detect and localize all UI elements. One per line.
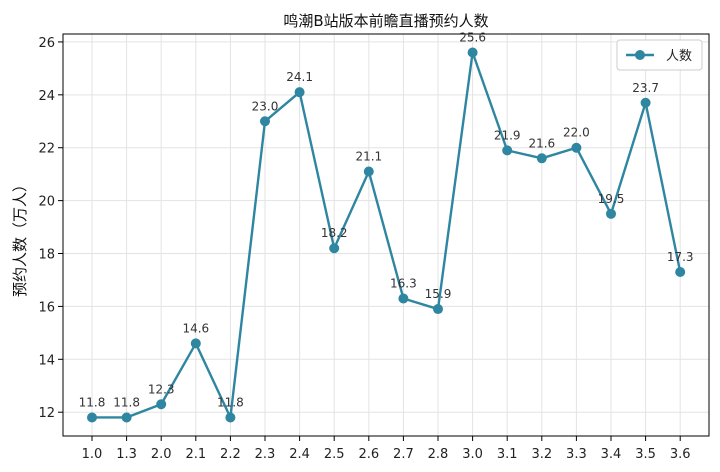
data-label: 12.3 [148, 382, 175, 396]
data-point [467, 47, 478, 58]
y-tick-label: 22 [38, 142, 55, 157]
data-label: 16.3 [390, 276, 417, 290]
x-tick-label: 3.0 [462, 447, 483, 462]
data-point [294, 87, 305, 98]
data-point [363, 166, 374, 177]
x-tick-label: 2.4 [289, 447, 310, 462]
x-tick-label: 2.1 [185, 447, 206, 462]
data-label: 11.8 [217, 395, 244, 409]
y-tick-label: 16 [38, 300, 55, 315]
data-label: 21.6 [528, 136, 555, 150]
legend: 人数 [616, 39, 703, 71]
y-tick-label: 24 [38, 89, 55, 104]
series-group [87, 47, 686, 423]
x-tick-label: 3.4 [601, 447, 622, 462]
data-point [398, 293, 409, 304]
x-tick-label: 2.2 [220, 447, 241, 462]
data-label: 14.6 [182, 321, 209, 335]
plot-frame [62, 33, 710, 437]
data-label: 11.8 [79, 395, 106, 409]
data-point [675, 267, 686, 278]
chart-title: 鸣潮B站版本前瞻直播预约人数 [283, 12, 488, 30]
data-point [190, 338, 201, 349]
data-point [640, 97, 651, 108]
x-tick-label: 3.1 [497, 447, 518, 462]
data-point [225, 412, 236, 423]
x-tick-label: 2.7 [393, 447, 414, 462]
axes [58, 33, 710, 441]
data-point [329, 243, 340, 254]
x-tick-label: 2.8 [428, 447, 449, 462]
data-point [87, 412, 97, 423]
x-tick-label: 2.0 [151, 447, 172, 462]
data-label: 15.9 [425, 287, 452, 301]
data-label: 25.6 [459, 31, 486, 45]
data-label: 23.7 [632, 81, 659, 95]
y-tick-labels: 12 14 16 18 20 22 24 26 [38, 36, 55, 421]
data-labels: 11.8 11.8 12.3 14.6 11.8 23.0 24.1 18.2 21.1 16.3… [79, 31, 694, 410]
data-label: 22.0 [563, 126, 590, 140]
x-tick-label: 3.6 [670, 447, 691, 462]
x-tick-label: 3.3 [566, 447, 587, 462]
data-point [260, 116, 270, 127]
data-label: 24.1 [286, 70, 313, 84]
data-point [502, 145, 513, 156]
y-tick-label: 12 [38, 406, 55, 421]
data-point [606, 208, 616, 219]
y-tick-label: 18 [38, 248, 55, 263]
data-point [121, 412, 132, 423]
data-label: 21.9 [494, 128, 521, 142]
legend-marker [635, 50, 645, 60]
data-point [571, 142, 582, 153]
data-label: 21.1 [355, 150, 382, 164]
x-tick-label: 2.6 [358, 447, 379, 462]
x-tick-label: 2.5 [324, 447, 345, 462]
x-tick-label: 3.2 [531, 447, 552, 462]
y-tick-label: 26 [38, 36, 55, 51]
grid-lines [63, 34, 709, 436]
data-label: 19.5 [598, 192, 625, 206]
data-point [433, 304, 443, 315]
y-tick-label: 14 [38, 353, 55, 368]
y-axis-title: 预约人数（万人） [11, 177, 29, 297]
data-point [156, 399, 167, 410]
legend-label: 人数 [666, 49, 692, 64]
x-tick-label: 3.5 [635, 447, 656, 462]
data-point [536, 153, 547, 164]
series-line [92, 51, 682, 419]
x-tick-label: 2.3 [255, 447, 276, 462]
data-label: 23.0 [252, 99, 279, 113]
y-tick-label: 20 [38, 195, 55, 210]
legend-box [616, 39, 703, 71]
data-label: 17.3 [667, 250, 694, 264]
x-tick-label: 1.3 [116, 447, 137, 462]
data-label: 18.2 [321, 226, 348, 240]
x-tick-label: 1.0 [82, 447, 103, 462]
x-tick-labels: 1.0 1.3 2.0 2.1 2.2 2.3 2.4 2.5 2.6 2.7 2.8 3.0 3.1 3… [82, 447, 691, 462]
data-label: 11.8 [113, 395, 140, 409]
